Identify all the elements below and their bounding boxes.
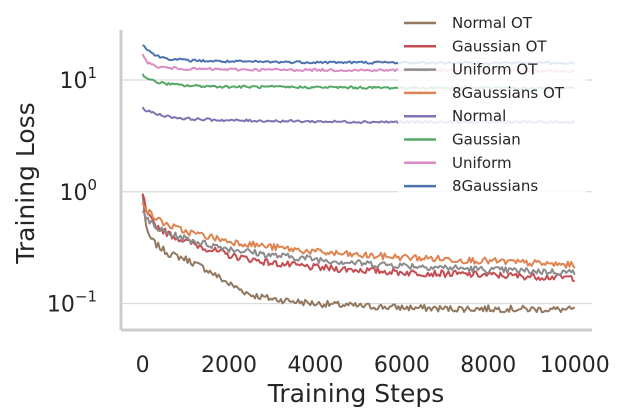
y-axis-label: Training Loss — [11, 102, 40, 264]
legend: Normal OT Gaussian OT Uniform OT 8Gaussians… — [398, 6, 586, 198]
x-axis-label: Training Steps — [267, 379, 445, 408]
x-tick-label: 4000 — [287, 353, 343, 378]
series-line-2 — [141, 210, 576, 276]
x-tick-label: 10000 — [540, 353, 610, 378]
legend-label: 8Gaussians — [452, 177, 538, 195]
series-line-1 — [141, 193, 575, 282]
x-tick-label: 2000 — [201, 353, 257, 378]
legend-label: Uniform — [452, 154, 512, 172]
y-tick-label: 10−1 — [47, 288, 97, 318]
x-tick-label: 8000 — [460, 353, 516, 378]
axes — [119, 30, 592, 332]
legend-label: 8Gaussians OT — [452, 84, 565, 102]
series-line-3 — [141, 202, 576, 269]
x-tick-label: 0 — [136, 353, 150, 378]
series-line-0 — [141, 193, 576, 314]
legend-label: Normal — [452, 107, 506, 125]
tick-labels: 10−1 100 101 0 2000 4000 6000 8000 10000 — [47, 64, 610, 378]
legend-label: Gaussian OT — [452, 37, 547, 55]
legend-label: Uniform OT — [452, 61, 538, 79]
legend-box — [398, 6, 586, 198]
y-tick-label: 100 — [59, 176, 97, 206]
legend-label: Gaussian — [452, 131, 521, 149]
y-tick-label: 101 — [59, 64, 97, 94]
legend-label: Normal OT — [452, 14, 533, 32]
x-tick-label: 6000 — [374, 353, 430, 378]
